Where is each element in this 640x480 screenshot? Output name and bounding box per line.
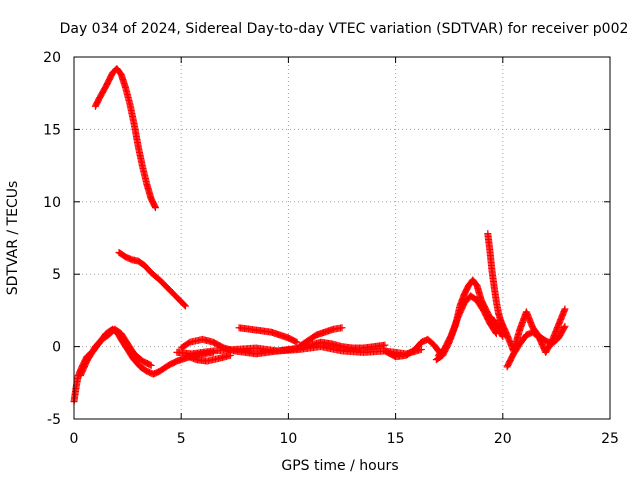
- series-arc-4: [115, 248, 189, 310]
- data-point: [227, 351, 235, 359]
- y-tick-label: 15: [43, 122, 61, 138]
- x-tick-label: 15: [387, 431, 405, 447]
- data-point: [147, 361, 155, 369]
- data-point: [560, 324, 568, 332]
- series-arc-3: [91, 65, 159, 212]
- x-tick-label: 5: [177, 431, 186, 447]
- series-arc-7: [181, 351, 235, 365]
- plot-frame: [73, 56, 611, 420]
- x-tick-label: 25: [601, 431, 619, 447]
- axis-ticks: 0 5 10 15 20 25 20 15 10 5 0 -5: [43, 50, 619, 447]
- y-tick-label: 10: [43, 195, 61, 211]
- data-point: [492, 330, 500, 338]
- x-tick-label: 20: [494, 431, 512, 447]
- data-point: [181, 301, 189, 309]
- y-tick-label: 0: [52, 340, 61, 356]
- y-tick-label: 20: [43, 50, 61, 66]
- data-point: [561, 305, 569, 313]
- series-arc-10: [381, 335, 445, 361]
- data-point: [561, 322, 569, 330]
- data-point: [292, 338, 300, 346]
- y-tick-label: -5: [47, 412, 61, 428]
- y-axis-label: SDTVAR / TECUs: [5, 181, 21, 296]
- series-arc-15: [503, 305, 569, 371]
- data-point: [417, 345, 425, 353]
- x-tick-label: 10: [279, 431, 297, 447]
- data-point: [492, 328, 500, 336]
- data-point: [151, 204, 159, 212]
- data-point: [338, 324, 346, 332]
- grid: [74, 57, 610, 419]
- chart-title: Day 034 of 2024, Sidereal Day-to-day VTE…: [60, 21, 629, 37]
- data-point: [146, 361, 154, 369]
- series-arc-9: [295, 324, 346, 351]
- data-points: [70, 65, 569, 406]
- series-arc-8: [235, 324, 301, 346]
- data-point: [293, 338, 301, 346]
- series-arc-12: [434, 292, 500, 359]
- data-point: [151, 202, 159, 210]
- x-tick-label: 0: [70, 431, 79, 447]
- x-axis-label: GPS time / hours: [281, 458, 398, 474]
- y-tick-label: 5: [52, 267, 61, 283]
- data-point: [181, 302, 189, 310]
- series-arc-2: [76, 325, 155, 380]
